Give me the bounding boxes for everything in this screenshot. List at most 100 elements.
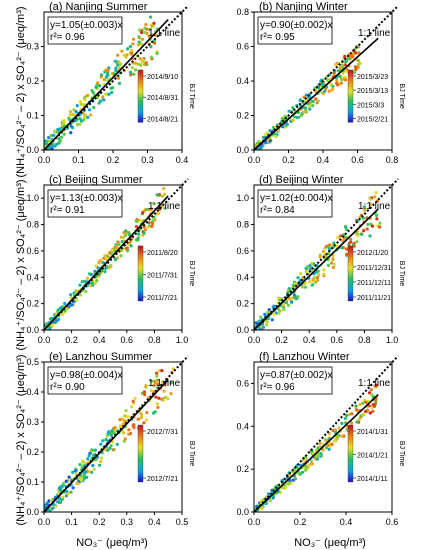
data-point — [127, 432, 131, 436]
y-tick-label: 0.4 — [236, 421, 249, 431]
data-point — [93, 269, 97, 273]
data-point — [337, 69, 341, 73]
data-point — [106, 432, 110, 436]
data-point — [339, 234, 343, 238]
panel-4: 0.0 0.2 0.4 0.6 0.8 1.0 0.0 0.2 0.4 0.6 0.8 1.0 (d) … — [236, 174, 405, 345]
data-point — [344, 59, 348, 63]
data-point — [122, 53, 126, 57]
data-point — [361, 401, 365, 405]
data-point — [48, 509, 52, 512]
data-point — [71, 470, 75, 474]
data-point — [287, 297, 291, 301]
data-point — [68, 113, 72, 117]
data-point — [130, 66, 134, 70]
data-point — [358, 61, 362, 65]
data-point — [78, 122, 82, 126]
fit-r2: r²= 0.90 — [50, 382, 85, 393]
data-point — [316, 99, 320, 103]
x-tick-label: 0.6 — [331, 335, 344, 345]
data-point — [113, 425, 117, 430]
data-point — [270, 318, 274, 322]
data-point — [308, 104, 312, 108]
x-tick-label: 0.5 — [176, 517, 189, 527]
scatter-points — [254, 45, 362, 150]
data-point — [110, 429, 114, 433]
y-tick-label: 0.4 — [236, 272, 249, 282]
data-point — [272, 312, 276, 316]
data-point — [335, 83, 339, 87]
data-point — [263, 141, 267, 145]
data-point — [88, 272, 92, 276]
data-point — [370, 405, 374, 410]
data-point — [149, 379, 153, 383]
data-point — [45, 502, 49, 506]
data-point — [78, 283, 82, 287]
data-point — [104, 266, 108, 270]
data-point — [369, 202, 373, 206]
data-point — [365, 227, 369, 231]
data-point — [273, 125, 278, 129]
data-point — [290, 300, 294, 304]
data-point — [266, 310, 270, 315]
data-point — [345, 413, 349, 417]
data-point — [360, 232, 364, 236]
data-point — [98, 99, 103, 103]
data-point — [265, 323, 269, 327]
data-point — [308, 107, 312, 111]
data-point — [291, 118, 295, 122]
data-point — [356, 65, 360, 69]
data-point — [69, 293, 73, 297]
data-point — [45, 322, 49, 326]
data-point — [134, 219, 138, 223]
data-point — [298, 98, 302, 102]
fit-r2: r²= 0.91 — [50, 205, 85, 216]
equation-box — [257, 16, 333, 45]
colorbar-tick-label: 2011/8/20 — [147, 250, 178, 257]
data-point — [263, 312, 267, 316]
data-point — [331, 265, 335, 269]
data-point — [109, 433, 113, 437]
data-point — [86, 115, 90, 120]
data-point — [303, 106, 308, 110]
colorbar-tick-label: 2011/12/11 — [357, 280, 391, 287]
data-point — [358, 216, 362, 220]
data-point — [131, 37, 136, 41]
data-point — [362, 229, 366, 233]
y-tick-label: 0.6 — [236, 42, 249, 52]
data-point — [74, 110, 78, 114]
data-point — [65, 489, 69, 493]
data-point — [292, 115, 296, 119]
colorbar-tick-label: 2011/11/21 — [357, 295, 391, 302]
data-point — [343, 54, 347, 59]
fit-equation: y=1.05(±0.003)x — [50, 20, 122, 31]
data-point — [375, 213, 379, 218]
fit-equation: y=0.90(±0.002)x — [260, 20, 332, 31]
data-point — [64, 479, 68, 483]
data-point — [305, 465, 309, 469]
data-point — [292, 293, 296, 297]
data-point — [113, 257, 117, 261]
data-point — [50, 144, 54, 148]
data-point — [104, 75, 108, 79]
data-point — [337, 426, 341, 430]
one-to-one-line — [253, 178, 399, 331]
data-point — [344, 252, 349, 256]
data-point — [254, 506, 257, 510]
y-tick-label: 0.3 — [26, 42, 39, 52]
y-tick-label: 0.0 — [26, 145, 39, 155]
data-point — [163, 192, 167, 196]
data-point — [149, 207, 154, 211]
data-point — [92, 105, 96, 110]
data-point — [299, 113, 303, 117]
data-point — [268, 139, 272, 143]
fit-r2: r²= 0.84 — [260, 205, 295, 216]
y-tick-label: 0.6 — [26, 246, 39, 256]
x-tick-label: 1.0 — [386, 335, 399, 345]
data-point — [56, 127, 60, 132]
data-point — [304, 270, 308, 274]
scatter-points — [254, 383, 378, 512]
data-point — [131, 42, 135, 46]
colorbar-tick-label: 2014/8/31 — [147, 95, 178, 102]
data-point — [93, 281, 97, 285]
colorbar-tick-label: 2012/7/31 — [147, 429, 178, 436]
